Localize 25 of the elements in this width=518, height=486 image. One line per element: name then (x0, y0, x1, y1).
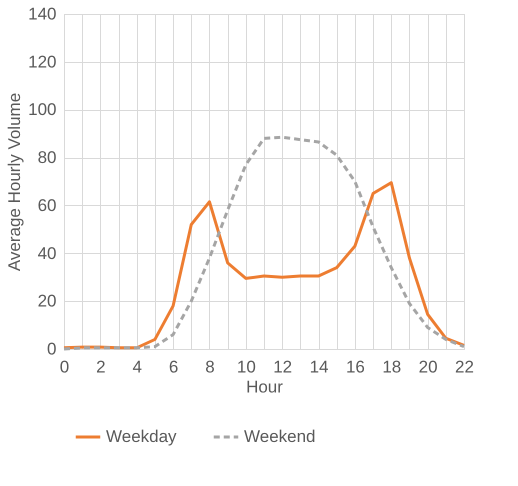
x-tick-label: 22 (455, 358, 474, 376)
y-tick-label: 100 (28, 100, 56, 120)
x-tick-label: 14 (310, 358, 329, 376)
x-tick-label: 2 (96, 358, 106, 376)
y-tick-label: 40 (38, 244, 56, 263)
x-tick-label: 4 (132, 358, 142, 376)
legend-label: Weekday (106, 427, 178, 446)
x-tick-label: 10 (236, 358, 256, 376)
y-axis-title: Average Hourly Volume (5, 92, 24, 272)
x-tick-label: 8 (205, 358, 215, 376)
x-tick-label: 16 (346, 358, 365, 376)
y-tick-label: 120 (28, 52, 56, 72)
y-tick-label: 140 (28, 4, 56, 24)
y-tick-label: 60 (38, 196, 56, 215)
y-tick-label: 80 (38, 148, 56, 168)
y-tick-label: 20 (38, 292, 56, 311)
line-series (62, 136, 466, 350)
x-tick-label: 0 (60, 358, 70, 376)
legend-label: Weekend (244, 427, 316, 446)
y-tick-label: 0 (47, 340, 56, 358)
x-tick-label: 12 (273, 358, 292, 376)
x-tick-label: 6 (168, 358, 178, 376)
x-axis-title: Hour (246, 378, 284, 396)
x-tick-label: 20 (418, 358, 438, 376)
x-tick-label: 18 (382, 358, 402, 376)
